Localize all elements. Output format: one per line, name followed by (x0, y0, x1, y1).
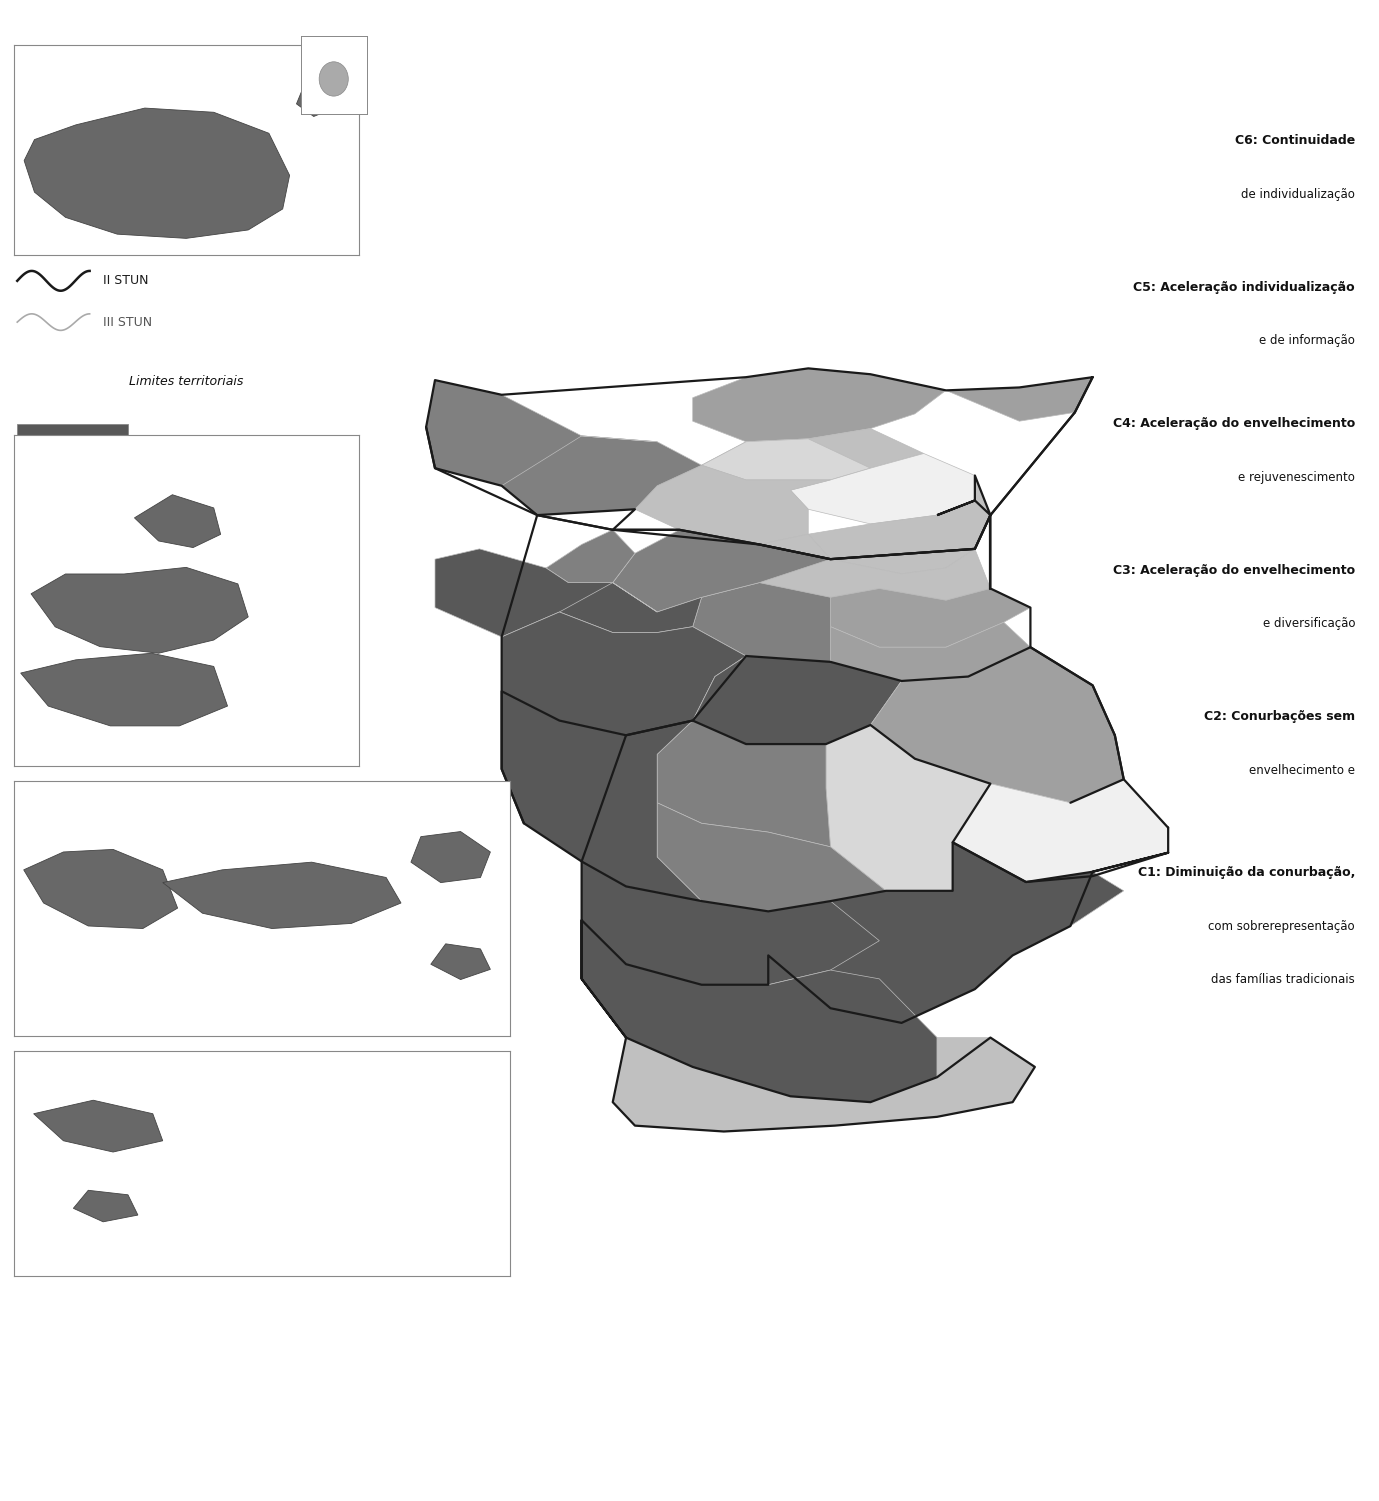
Polygon shape (612, 1037, 1034, 1132)
Polygon shape (426, 380, 658, 486)
Text: Grupo 3: Grupo 3 (138, 588, 188, 602)
Polygon shape (808, 476, 990, 573)
Polygon shape (32, 567, 248, 653)
Text: e rejuvenescimento: e rejuvenescimento (1238, 471, 1356, 483)
Text: com sobrerepresentação: com sobrerepresentação (1208, 920, 1356, 932)
Polygon shape (411, 832, 491, 883)
Bar (17, 524, 128, 566)
Polygon shape (768, 842, 1124, 1022)
Polygon shape (702, 429, 924, 480)
Polygon shape (870, 374, 1092, 422)
Text: das famílias tradicionais: das famílias tradicionais (1211, 974, 1356, 986)
Polygon shape (296, 87, 335, 117)
Polygon shape (560, 582, 702, 632)
Text: C1: Diminuição da conurbação,: C1: Diminuição da conurbação, (1138, 866, 1356, 880)
Polygon shape (546, 530, 658, 612)
Text: Grupo 2: Grupo 2 (138, 639, 188, 651)
Polygon shape (760, 534, 990, 600)
Text: III STUN: III STUN (103, 315, 153, 329)
Text: Grupo 6: Grupo 6 (138, 438, 188, 452)
Text: II STUN: II STUN (103, 275, 149, 287)
Polygon shape (612, 530, 830, 612)
Text: Limites territoriais: Limites territoriais (130, 375, 243, 387)
Text: C4: Aceleração do envelhecimento: C4: Aceleração do envelhecimento (1113, 417, 1356, 431)
Polygon shape (692, 368, 946, 441)
Polygon shape (692, 656, 902, 744)
Bar (17, 575, 128, 617)
Text: Grupo 4: Grupo 4 (138, 539, 188, 552)
Polygon shape (73, 1190, 138, 1222)
Polygon shape (826, 725, 990, 890)
Polygon shape (21, 653, 228, 726)
Text: C3: Aceleração do envelhecimento: C3: Aceleração do envelhecimento (1113, 563, 1356, 576)
Polygon shape (502, 692, 702, 901)
Polygon shape (25, 108, 290, 239)
Bar (17, 425, 128, 467)
Polygon shape (830, 588, 1030, 647)
Text: Grupo 5: Grupo 5 (138, 489, 188, 501)
Polygon shape (23, 850, 178, 929)
Bar (17, 674, 128, 716)
Polygon shape (634, 465, 830, 545)
Text: C5: Aceleração individualização: C5: Aceleração individualização (1134, 281, 1356, 294)
Polygon shape (582, 920, 938, 1102)
Bar (17, 624, 128, 666)
Text: C6: Continuidade: C6: Continuidade (1234, 134, 1356, 147)
Polygon shape (163, 862, 401, 929)
Polygon shape (830, 623, 1030, 681)
Text: C2: Conurbações sem: C2: Conurbações sem (1204, 710, 1356, 723)
Text: e de informação: e de informação (1259, 335, 1356, 347)
Text: de individualização: de individualização (1241, 188, 1356, 201)
Polygon shape (692, 582, 830, 662)
Polygon shape (502, 612, 746, 735)
Circle shape (319, 62, 349, 96)
Polygon shape (702, 438, 870, 480)
Text: Grupo 1: Grupo 1 (138, 689, 188, 702)
Polygon shape (134, 495, 221, 548)
Polygon shape (430, 944, 491, 980)
Polygon shape (582, 862, 880, 985)
Polygon shape (502, 435, 702, 515)
Polygon shape (434, 549, 612, 636)
Polygon shape (953, 779, 1168, 883)
Polygon shape (33, 1100, 163, 1153)
Polygon shape (870, 647, 1124, 803)
Text: e diversificação: e diversificação (1263, 617, 1356, 630)
Text: envelhecimento e: envelhecimento e (1249, 764, 1356, 776)
Polygon shape (658, 720, 870, 847)
Bar (17, 474, 128, 516)
Polygon shape (658, 803, 887, 911)
Polygon shape (790, 453, 975, 524)
